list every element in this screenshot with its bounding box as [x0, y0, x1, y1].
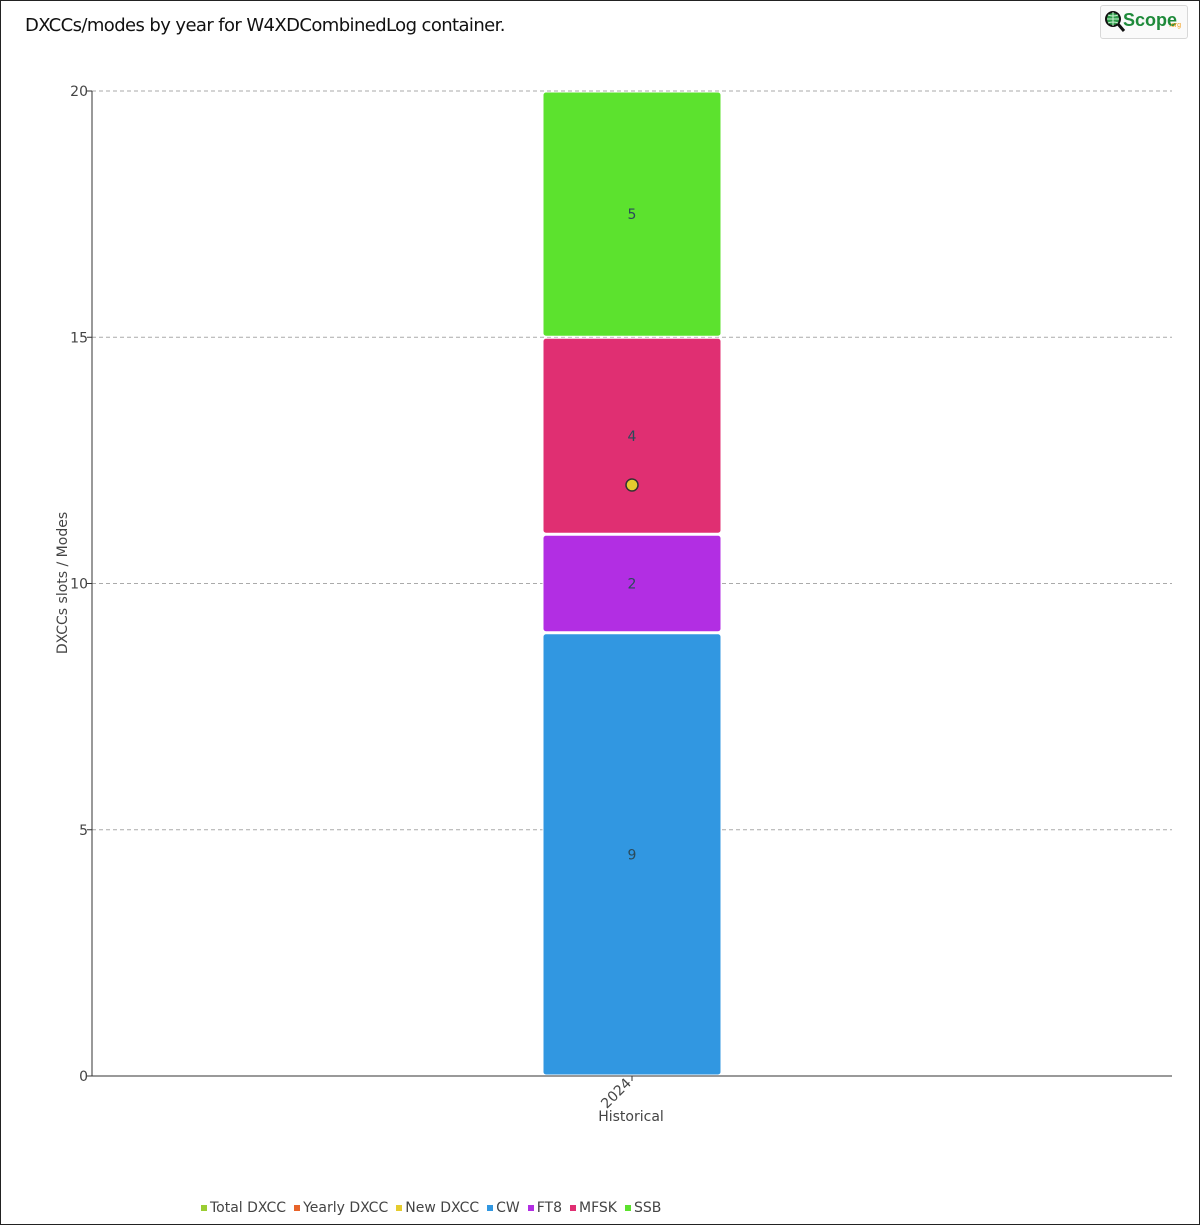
- legend-swatch: [570, 1205, 577, 1211]
- y-tick-label: 15: [70, 330, 88, 346]
- legend-label: Yearly DXCC: [303, 1200, 389, 1216]
- bar-segment-cw: [542, 633, 722, 1076]
- y-tick-label: 0: [79, 1069, 88, 1085]
- legend-item[interactable]: CW: [487, 1200, 520, 1216]
- bar-segment-ssb: [542, 91, 722, 337]
- data-label-ssb: 5: [628, 207, 637, 223]
- data-label-cw: 9: [628, 847, 637, 863]
- legend-swatch: [624, 1205, 631, 1211]
- logo-text: Scope: [1123, 10, 1178, 30]
- bar-segment-ft8: [542, 534, 722, 633]
- logo[interactable]: Scope .org: [1100, 5, 1188, 39]
- legend-label: New DXCC: [405, 1200, 480, 1216]
- legend-item[interactable]: Yearly DXCC: [294, 1200, 388, 1216]
- data-label-ft8: 2: [628, 577, 637, 593]
- legend-item[interactable]: FT8: [527, 1200, 563, 1216]
- legend-swatch: [294, 1205, 301, 1211]
- legend-swatch: [527, 1205, 534, 1211]
- legend-label: SSB: [633, 1200, 662, 1216]
- x-axis-label: Historical: [598, 1109, 664, 1125]
- legend-label: Total DXCC: [210, 1200, 287, 1216]
- logo-suffix: .org: [1169, 22, 1182, 29]
- chart-title: DXCCs/modes by year for W4XDCombinedLog …: [25, 15, 505, 36]
- magnifier-globe-icon: [1105, 11, 1126, 32]
- bar-segment-mfsk: [542, 337, 722, 534]
- legend-item[interactable]: New DXCC: [396, 1200, 479, 1216]
- legend-item[interactable]: MFSK: [570, 1200, 617, 1216]
- legend-label: CW: [496, 1200, 520, 1216]
- legend-swatch: [396, 1205, 403, 1211]
- y-tick-label: 5: [79, 823, 88, 839]
- legend-item[interactable]: SSB: [624, 1200, 662, 1216]
- data-label-mfsk: 4: [628, 429, 637, 445]
- legend-label: MFSK: [579, 1200, 617, 1216]
- legend-swatch: [487, 1205, 494, 1211]
- x-tick-label: 2024: [598, 1075, 635, 1112]
- legend-label: FT8: [536, 1200, 563, 1216]
- legend-item[interactable]: Total DXCC: [201, 1200, 286, 1216]
- legend: Total DXCC Yearly DXCC New DXCC CW FT8 MFSK SS…: [201, 1200, 661, 1216]
- y-tick-label: 10: [70, 577, 88, 593]
- legend-swatch: [201, 1205, 207, 1211]
- point-new-dxcc: [625, 478, 639, 492]
- y-tick-label: 20: [70, 84, 88, 100]
